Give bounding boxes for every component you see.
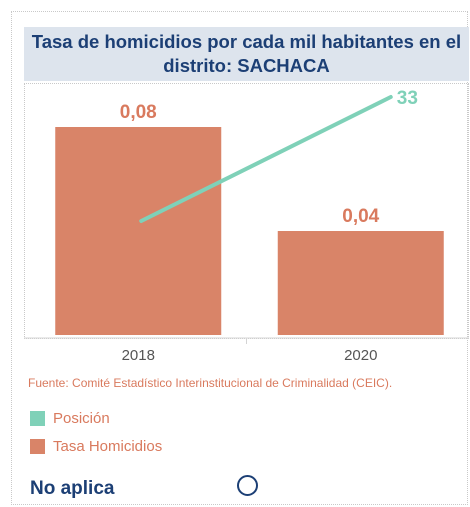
title-bar [24, 27, 469, 81]
circle-outline-icon[interactable] [237, 475, 258, 496]
tick-label-2018: 2018 [122, 347, 155, 364]
legend-item-posicion[interactable]: Posición [30, 410, 110, 427]
data-label-posicion: 33 [397, 88, 418, 109]
legend-swatch-tasa [30, 439, 45, 454]
bar-2018 [55, 127, 222, 335]
legend-label-posicion: Posición [53, 410, 110, 427]
no-aplica-label: No aplica [30, 478, 115, 499]
data-label-2018: 0,08 [120, 102, 157, 123]
line-posicion [139, 95, 393, 223]
legend-label-tasa: Tasa Homicidios [53, 438, 163, 455]
bar-2020 [277, 231, 444, 335]
chart-title: Tasa de homicidios por cada mil habitant… [31, 31, 462, 76]
source-note: Fuente: Comité Estadístico Interinstituc… [28, 376, 393, 390]
data-label-2020: 0,04 [342, 206, 379, 227]
legend-swatch-posicion [30, 411, 45, 426]
legend-item-tasa[interactable]: Tasa Homicidios [30, 438, 162, 455]
tick-label-2020: 2020 [344, 347, 377, 364]
